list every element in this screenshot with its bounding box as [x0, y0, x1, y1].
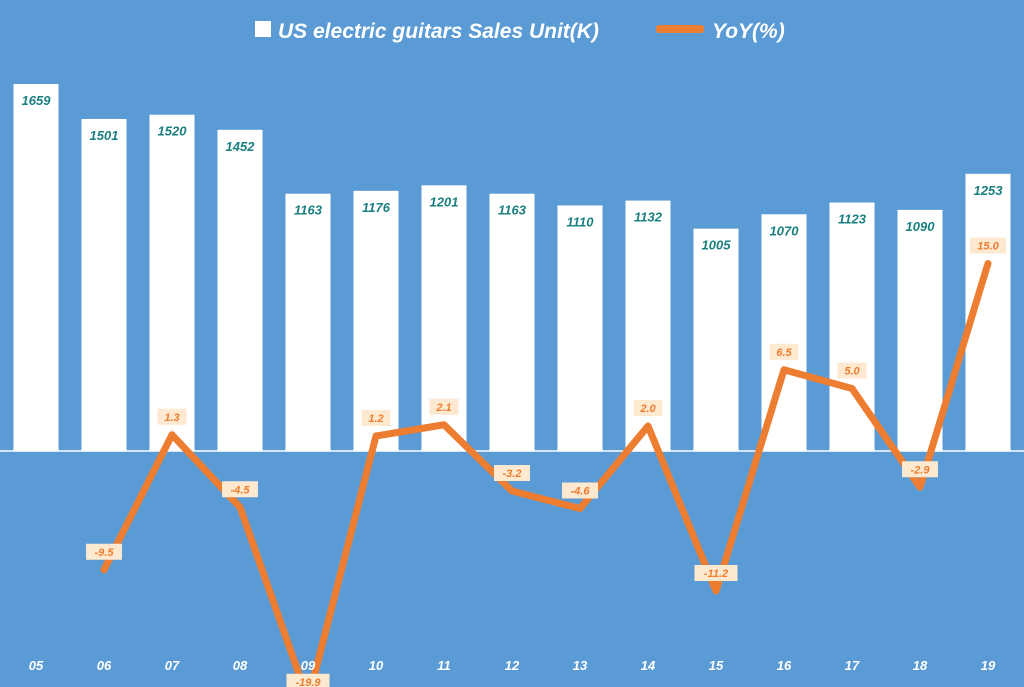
bar-05 [13, 84, 59, 451]
yoy-label-bg-13 [562, 482, 598, 499]
yoy-label-12: -3.2 [503, 468, 522, 480]
yoy-label-bg-16 [769, 343, 799, 360]
yoy-label-19: 15.0 [977, 241, 999, 253]
yoy-label-bg-15 [694, 565, 738, 581]
yoy-point-18 [917, 484, 923, 491]
yoy-point-07 [169, 431, 175, 438]
yoy-line-layer [100, 260, 992, 687]
bar-18 [897, 209, 943, 451]
yoy-label-09: -19.9 [295, 677, 321, 687]
bar-label-18: 1090 [906, 219, 936, 234]
x-tick-05: 05 [29, 658, 44, 673]
bar-06 [81, 118, 127, 451]
yoy-label-10: 1.2 [368, 413, 383, 425]
yoy-label-bg-11 [429, 398, 459, 415]
yoy-label-07: 1.3 [164, 412, 179, 424]
yoy-point-16 [781, 366, 787, 373]
bar-08 [217, 129, 263, 451]
yoy-label-16: 6.5 [776, 347, 792, 359]
bar-12 [489, 193, 535, 451]
yoy-label-bg-07 [157, 408, 187, 425]
bar-13 [557, 205, 603, 451]
yoy-label-bg-06 [86, 543, 122, 560]
x-tick-14: 14 [641, 658, 656, 673]
bar-label-15: 1005 [702, 238, 732, 253]
legend-line-label: YoY(%) [712, 20, 785, 43]
bar-label-17: 1123 [838, 212, 867, 227]
bar-label-06: 1501 [90, 128, 119, 143]
yoy-label-bg-10 [361, 410, 391, 426]
yoy-point-19 [985, 260, 991, 267]
x-tick-08: 08 [233, 658, 248, 673]
bar-label-05: 1659 [22, 93, 52, 108]
bar-10 [353, 190, 399, 452]
yoy-label-bg-12 [494, 465, 530, 481]
bar-label-07: 1520 [158, 124, 188, 139]
bar-label-08: 1452 [226, 139, 256, 154]
yoy-label-14: 2.0 [639, 403, 656, 415]
yoy-point-13 [577, 505, 583, 512]
bar-label-09: 1163 [294, 203, 323, 218]
bar-label-13: 1110 [567, 214, 595, 229]
legend-line-swatch [656, 25, 704, 33]
legend-bar-label: US electric guitars Sales Unit(K) [278, 20, 599, 43]
x-tick-09: 09 [301, 658, 316, 673]
yoy-label-bg-19 [970, 237, 1006, 254]
bar-label-11: 1201 [430, 194, 459, 209]
yoy-label-bg-08 [222, 481, 258, 498]
yoy-label-bg-14 [633, 400, 663, 416]
yoy-label-bg-09 [286, 673, 330, 687]
x-tick-16: 16 [777, 658, 792, 673]
x-axis-ticks: 05 06 07 08 09 10 11 12 13 14 15 16 17 18 19 [29, 658, 996, 673]
x-tick-06: 06 [97, 658, 112, 673]
yoy-label-18: -2.9 [911, 464, 931, 476]
yoy-label-15: -11.2 [704, 568, 728, 580]
yoy-label-06: -9.5 [95, 547, 115, 559]
yoy-point-06 [101, 566, 107, 573]
bar-label-10: 1176 [362, 200, 391, 215]
x-tick-07: 07 [165, 658, 180, 673]
yoy-label-bg-18 [902, 461, 938, 478]
yoy-label-17: 5.0 [844, 366, 860, 378]
bar-09 [285, 193, 331, 451]
x-tick-18: 18 [913, 658, 928, 673]
legend: US electric guitars Sales Unit(K) YoY(%) [255, 20, 785, 43]
yoy-point-17 [849, 385, 855, 392]
bar-label-19: 1253 [974, 183, 1004, 198]
yoy-label-11: 2.1 [435, 402, 451, 414]
yoy-label-bg-17 [837, 362, 867, 379]
yoy-point-15 [713, 588, 719, 594]
legend-bar-swatch [255, 21, 271, 37]
yoy-label-08: -4.5 [231, 484, 251, 496]
bar-label-16: 1070 [770, 223, 800, 238]
x-tick-17: 17 [845, 658, 860, 673]
x-tick-13: 13 [573, 658, 588, 673]
yoy-point-12 [509, 488, 515, 494]
x-tick-11: 11 [437, 658, 451, 673]
yoy-point-10 [373, 433, 379, 439]
bar-label-14: 1132 [634, 210, 663, 225]
bar-15 [693, 228, 739, 451]
yoy-point-08 [237, 504, 243, 511]
bar-label-12: 1163 [498, 203, 527, 218]
x-tick-15: 15 [709, 658, 724, 673]
yoy-point-11 [441, 421, 447, 428]
yoy-label-13: -4.6 [571, 486, 591, 498]
bar-07 [149, 114, 195, 452]
x-tick-12: 12 [505, 658, 520, 673]
yoy-line [100, 260, 992, 687]
x-tick-10: 10 [369, 658, 384, 673]
x-tick-19: 19 [981, 658, 996, 673]
yoy-point-14 [645, 423, 651, 429]
